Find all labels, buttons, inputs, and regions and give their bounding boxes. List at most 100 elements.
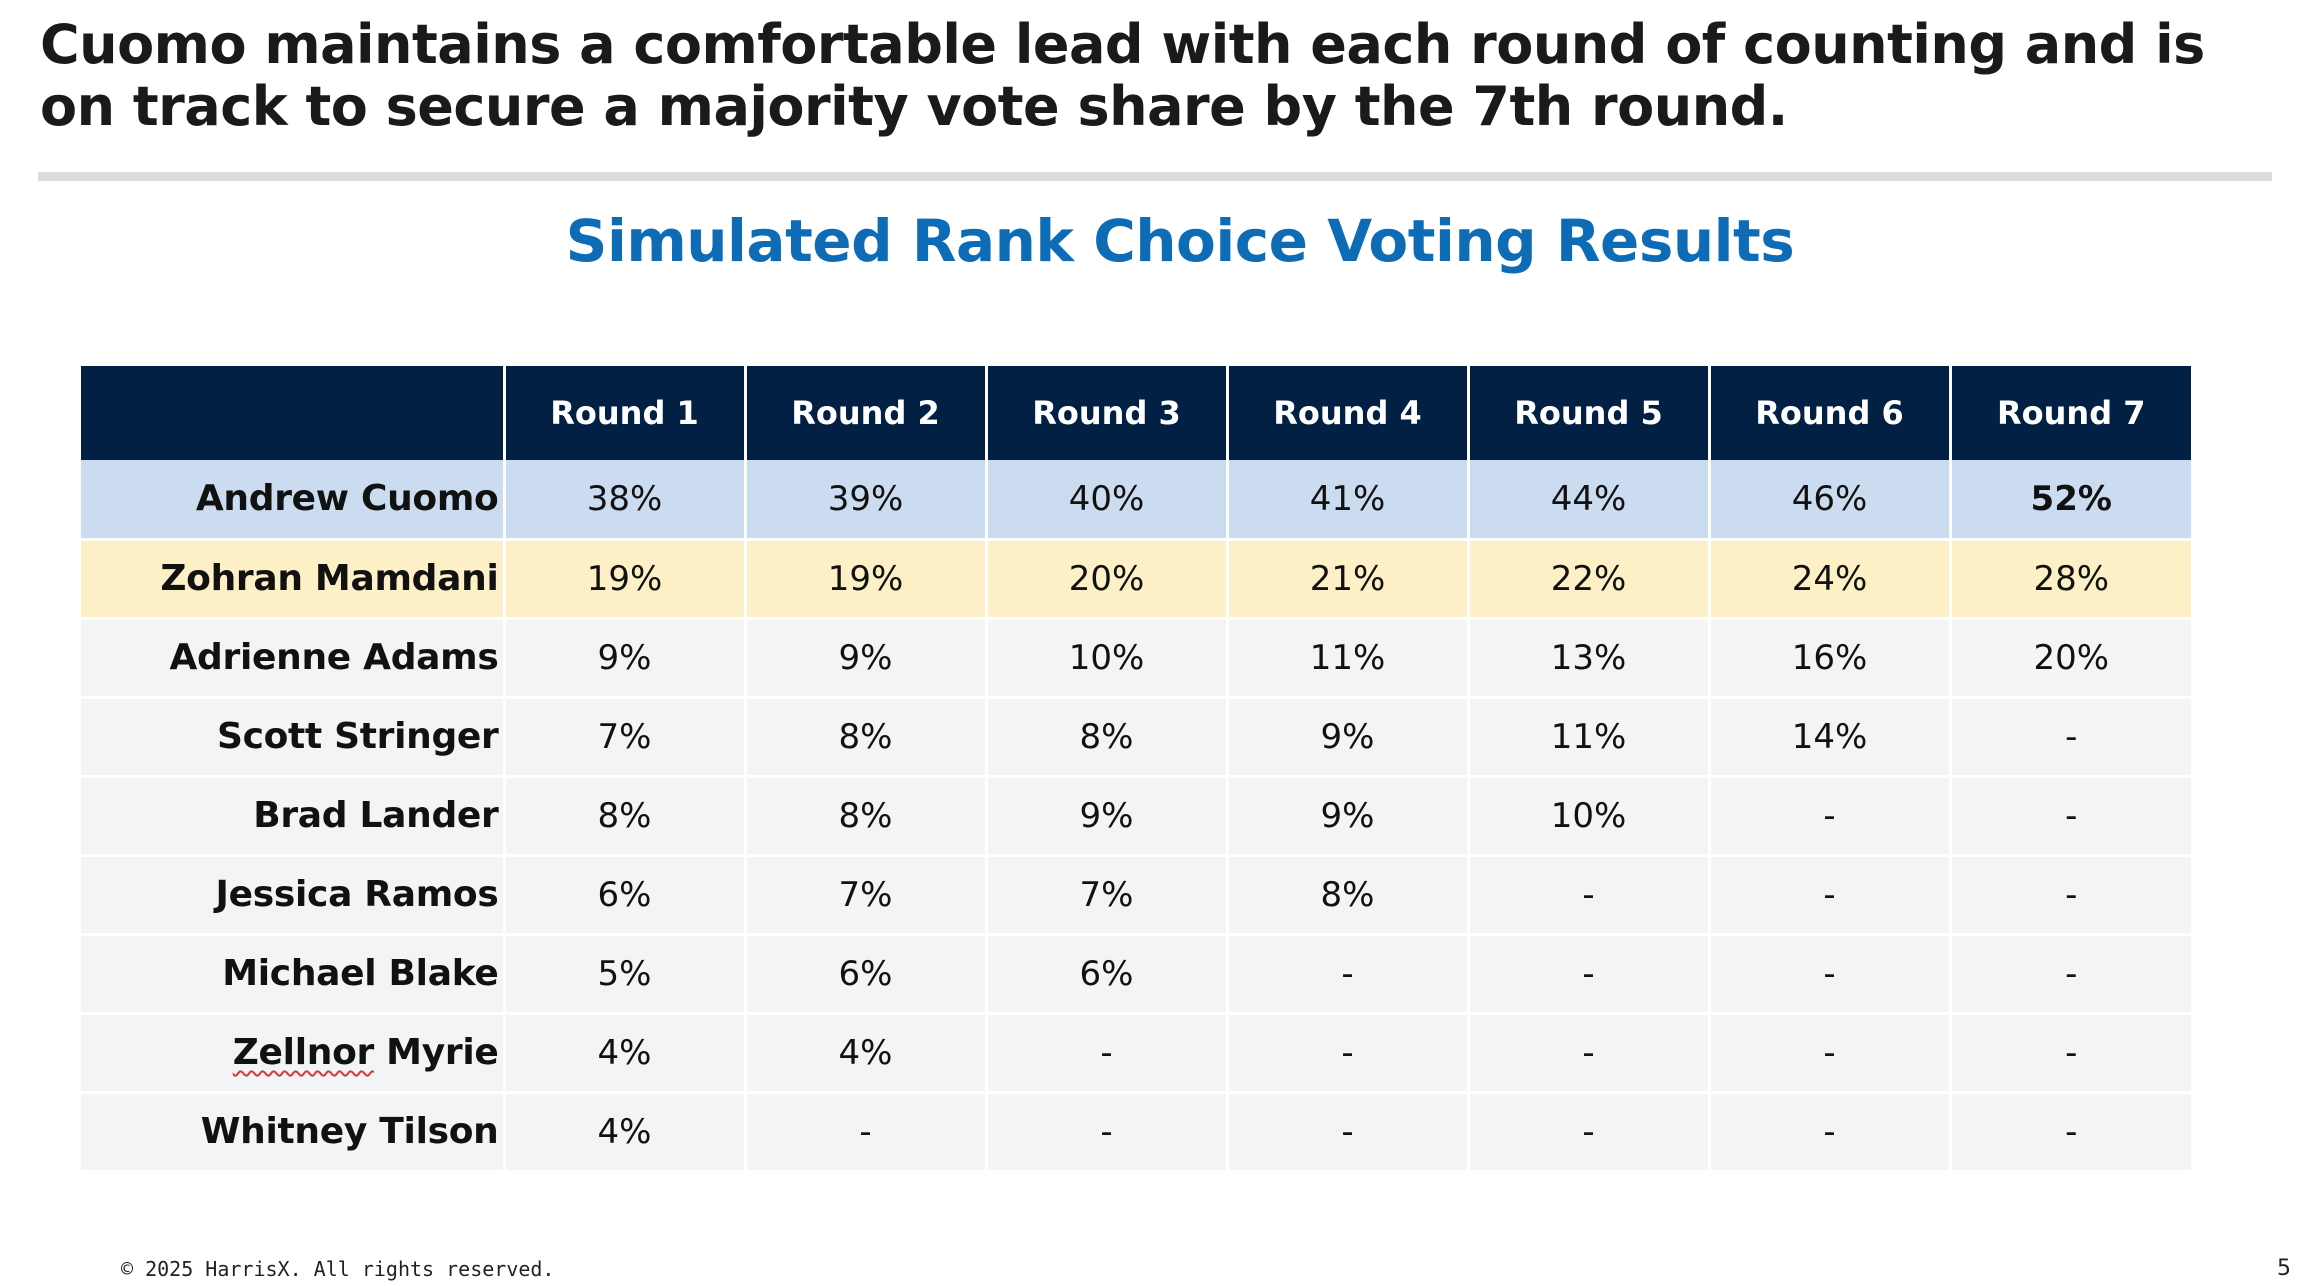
headline-divider [38, 172, 2272, 181]
candidate-name-text: Zohran Mamdani [160, 558, 499, 599]
vote-share-cell: - [743, 1090, 988, 1173]
vote-share-cell: 39% [743, 460, 988, 541]
vote-share-cell: 8% [984, 695, 1229, 778]
table-row: Andrew Cuomo 38% 39% 40% 41% 44% 46% 52% [81, 460, 2191, 541]
candidate-name: Brad Lander [81, 774, 506, 857]
header-corner-cell [81, 366, 504, 460]
vote-share-cell-highlight: 52% [1948, 460, 2191, 541]
page-number: 5 [2277, 1256, 2291, 1281]
vote-share-cell: 4% [743, 1011, 988, 1094]
vote-share-cell: - [1948, 1011, 2191, 1094]
candidate-name: Zellnor Myrie [81, 1011, 506, 1094]
candidate-name: Andrew Cuomo [81, 460, 506, 541]
vote-share-cell: 9% [1225, 695, 1470, 778]
vote-share-cell: - [1707, 1090, 1952, 1173]
vote-share-cell: 5% [502, 932, 747, 1015]
candidate-name-text: Michael Blake [222, 953, 499, 994]
vote-share-cell: - [1466, 1011, 1711, 1094]
vote-share-cell: 4% [502, 1090, 747, 1173]
vote-share-cell: - [1707, 932, 1952, 1015]
vote-share-cell: 28% [1948, 537, 2191, 620]
vote-share-cell: 10% [984, 616, 1229, 699]
vote-share-cell: 7% [502, 695, 747, 778]
candidate-name: Michael Blake [81, 932, 506, 1015]
vote-share-cell: - [1948, 774, 2191, 857]
vote-share-cell: 8% [743, 695, 988, 778]
vote-share-cell: 20% [984, 537, 1229, 620]
vote-share-cell: 24% [1707, 537, 1952, 620]
vote-share-cell: 8% [1225, 853, 1470, 936]
vote-share-cell: - [1707, 774, 1952, 857]
vote-share-cell: 8% [743, 774, 988, 857]
vote-share-cell: 11% [1225, 616, 1470, 699]
vote-share-cell: 19% [502, 537, 747, 620]
vote-share-cell: 9% [743, 616, 988, 699]
candidate-name-text: Brad Lander [253, 795, 499, 836]
table-header-row: Round 1 Round 2 Round 3 Round 4 Round 5 … [81, 366, 2191, 460]
table-title: Simulated Rank Choice Voting Results [565, 207, 1795, 275]
vote-share-cell: 14% [1707, 695, 1952, 778]
header-round-3: Round 3 [984, 366, 1227, 460]
vote-share-cell: - [1707, 853, 1952, 936]
candidate-name-text: Adrienne Adams [169, 637, 499, 678]
candidate-name-text-spellcheck: Zellnor [232, 1032, 375, 1073]
vote-share-cell: 6% [743, 932, 988, 1015]
vote-share-cell: 10% [1466, 774, 1711, 857]
table-row: Adrienne Adams 9% 9% 10% 11% 13% 16% 20% [81, 616, 2191, 699]
vote-share-cell: - [1225, 1090, 1470, 1173]
candidate-name-text: Andrew Cuomo [195, 478, 499, 520]
candidate-name-rest: Myrie [373, 1032, 499, 1073]
header-round-7: Round 7 [1948, 366, 2191, 460]
vote-share-cell: 44% [1466, 460, 1711, 541]
header-round-2: Round 2 [743, 366, 986, 460]
vote-share-cell: 16% [1707, 616, 1952, 699]
vote-share-cell: 9% [984, 774, 1229, 857]
candidate-name: Whitney Tilson [81, 1090, 506, 1173]
vote-share-cell: 9% [502, 616, 747, 699]
vote-share-cell: 9% [1225, 774, 1470, 857]
candidate-name-text: Whitney Tilson [200, 1111, 499, 1152]
vote-share-cell: 6% [984, 932, 1229, 1015]
vote-share-cell: 40% [984, 460, 1229, 541]
vote-share-cell: 22% [1466, 537, 1711, 620]
vote-share-cell: 41% [1225, 460, 1470, 541]
vote-share-cell: - [1948, 932, 2191, 1015]
vote-share-cell: 4% [502, 1011, 747, 1094]
table-row: Zohran Mamdani 19% 19% 20% 21% 22% 24% 2… [81, 537, 2191, 620]
vote-share-cell: - [1707, 1011, 1952, 1094]
vote-share-cell: 8% [502, 774, 747, 857]
vote-share-cell: 6% [502, 853, 747, 936]
vote-share-cell: 38% [502, 460, 747, 541]
header-round-4: Round 4 [1225, 366, 1468, 460]
candidate-name: Scott Stringer [81, 695, 506, 778]
vote-share-cell: 13% [1466, 616, 1711, 699]
vote-share-cell: - [1948, 1090, 2191, 1173]
candidate-name: Adrienne Adams [81, 616, 506, 699]
table-row: Jessica Ramos 6% 7% 7% 8% - - - [81, 853, 2191, 936]
vote-share-cell: - [984, 1090, 1229, 1173]
vote-share-cell: 7% [984, 853, 1229, 936]
vote-share-cell: 19% [743, 537, 988, 620]
vote-share-cell: - [1466, 1090, 1711, 1173]
vote-share-cell: - [1466, 853, 1711, 936]
vote-share-cell: - [1948, 853, 2191, 936]
header-round-6: Round 6 [1707, 366, 1950, 460]
vote-share-cell: 20% [1948, 616, 2191, 699]
table-row: Michael Blake 5% 6% 6% - - - - [81, 932, 2191, 1015]
header-round-1: Round 1 [502, 366, 745, 460]
table-row: Whitney Tilson 4% - - - - - - [81, 1090, 2191, 1173]
vote-share-cell: - [1466, 932, 1711, 1015]
copyright-notice: © 2025 HarrisX. All rights reserved. [121, 1257, 555, 1281]
vote-share-cell: 7% [743, 853, 988, 936]
table-row: Brad Lander 8% 8% 9% 9% 10% - - [81, 774, 2191, 857]
slide-headline: Cuomo maintains a comfortable lead with … [40, 13, 2205, 138]
candidate-name: Jessica Ramos [81, 853, 506, 936]
table-row: Zellnor Myrie 4% 4% - - - - - [81, 1011, 2191, 1094]
vote-share-cell: - [1225, 1011, 1470, 1094]
results-table: Round 1 Round 2 Round 3 Round 4 Round 5 … [81, 366, 2191, 1173]
candidate-name-text: Scott Stringer [216, 716, 499, 757]
candidate-name: Zohran Mamdani [81, 537, 506, 620]
vote-share-cell: - [1225, 932, 1470, 1015]
vote-share-cell: - [984, 1011, 1229, 1094]
